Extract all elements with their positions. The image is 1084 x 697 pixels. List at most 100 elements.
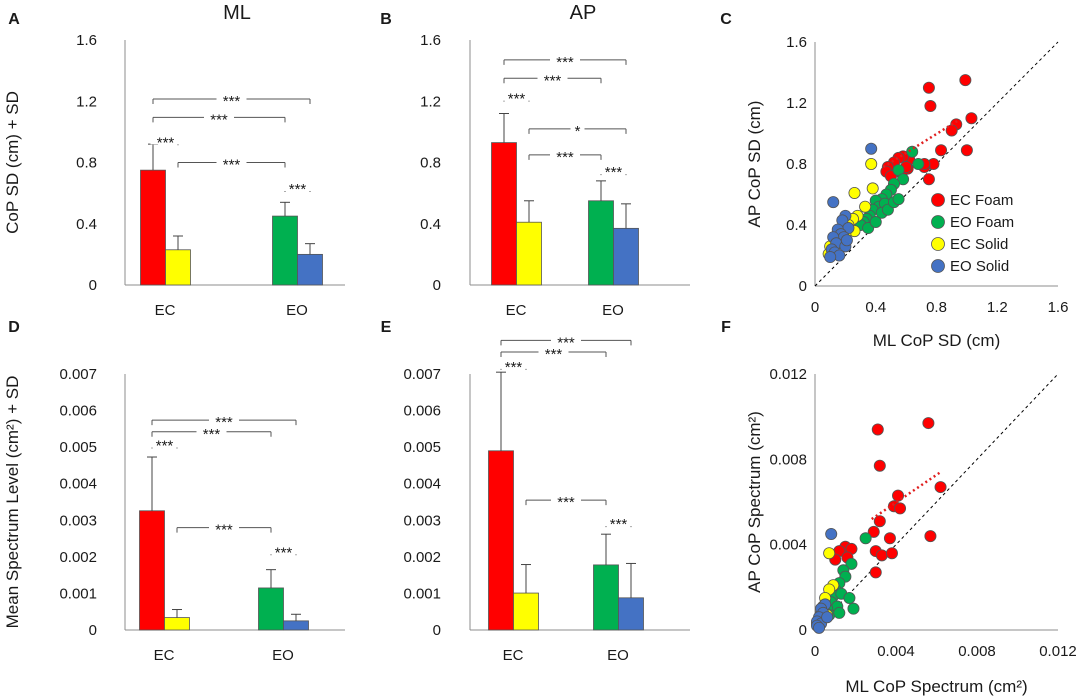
significance-stars: ***	[556, 149, 574, 166]
legend-marker	[931, 237, 945, 251]
legend-label: EC Solid	[950, 236, 1008, 253]
significance-stars: ***	[223, 157, 241, 174]
star-gap	[570, 125, 585, 133]
significance-stars: ***	[557, 494, 575, 511]
y-tick-label: 0.003	[403, 512, 441, 529]
bar-ec-foam	[139, 510, 165, 631]
x-tick-label: 0.4	[865, 299, 886, 316]
significance-stars: ***	[203, 426, 221, 443]
point-eo-solid	[824, 251, 837, 264]
bar-eo-solid	[297, 253, 323, 286]
bar-ec-solid	[165, 249, 191, 286]
star-gap	[598, 167, 629, 175]
star-gap	[551, 337, 581, 345]
bar-eo-solid	[283, 620, 309, 631]
y-tick-label: 0	[89, 622, 97, 639]
point-eo-solid	[865, 142, 878, 155]
y-tick-label: 1.2	[786, 95, 807, 112]
y-tick-label: 0.003	[59, 512, 97, 529]
legend-label: EC Foam	[950, 192, 1013, 209]
star-gap	[537, 75, 568, 83]
panel-label-c: C	[720, 11, 732, 28]
point-eo-solid	[840, 234, 853, 247]
y-tick-label: 0	[799, 622, 807, 639]
x-tick-label-eo: EO	[602, 302, 624, 319]
point-ec-foam	[922, 417, 935, 430]
point-ec-solid	[865, 157, 878, 170]
bar-ec-solid	[513, 592, 539, 631]
y-tick-label: 1.6	[76, 32, 97, 49]
significance-stars: ***	[223, 93, 241, 110]
legend-label: EO Foam	[950, 214, 1014, 231]
star-gap	[149, 440, 180, 448]
y-tick-label: 0.004	[59, 476, 97, 493]
significance-stars: *	[575, 123, 581, 140]
star-gap	[603, 519, 634, 527]
significance-stars: ***	[156, 437, 174, 454]
legend-marker	[931, 259, 945, 273]
y-tick-label: 0.005	[59, 439, 97, 456]
bar-ec-foam	[488, 450, 514, 631]
bar-ec-solid	[516, 221, 542, 286]
y-tick-label: 0.002	[59, 549, 97, 566]
bar-ec-solid	[164, 617, 190, 631]
x-tick-label-ec: EC	[155, 302, 176, 319]
star-gap	[150, 137, 181, 145]
y-tick-label: 1.6	[420, 32, 441, 49]
y-tick-label: 1.2	[420, 93, 441, 110]
x-tick-label: 1.6	[1048, 299, 1069, 316]
y-tick-label: 0.8	[786, 156, 807, 173]
point-ec-solid	[823, 547, 836, 560]
x-tick-label: 1.2	[987, 299, 1008, 316]
x-tick-label-eo: EO	[607, 647, 629, 664]
x-tick-label: 0	[811, 299, 819, 316]
panel-label-f: F	[721, 319, 731, 336]
point-ec-foam	[875, 549, 888, 562]
significance-stars: ***	[557, 334, 575, 351]
bar-eo-foam	[593, 564, 619, 631]
fit-line	[870, 471, 942, 521]
x-tick-label: 0.012	[1039, 643, 1077, 660]
star-gap	[538, 349, 569, 357]
significance-stars: ***	[289, 181, 307, 198]
y-tick-label: 0.008	[769, 451, 807, 468]
star-gap	[550, 151, 580, 159]
point-ec-foam	[873, 459, 886, 472]
y-tick-label: 0.006	[403, 403, 441, 420]
significance-stars: ***	[210, 111, 228, 128]
bar-eo-foam	[588, 200, 614, 286]
panel-label-e: E	[381, 319, 392, 336]
y-tick-label: 0.8	[420, 155, 441, 172]
significance-stars: ***	[605, 164, 623, 181]
point-eo-foam	[859, 532, 872, 545]
y-tick-label: 0.4	[420, 216, 441, 233]
star-gap	[282, 184, 313, 191]
y-axis-label: AP CoP Spectrum (cm²)	[745, 411, 764, 593]
y-tick-label: 0	[89, 277, 97, 294]
point-ec-foam	[965, 112, 978, 125]
point-eo-foam	[912, 157, 925, 170]
significance-stars: ***	[275, 544, 293, 561]
point-eo-foam	[845, 557, 858, 570]
point-ec-foam	[883, 532, 896, 545]
point-ec-foam	[871, 423, 884, 436]
point-ec-foam	[867, 525, 880, 538]
point-eo-foam	[843, 592, 856, 605]
significance-stars: ***	[508, 91, 526, 108]
point-eo-foam	[906, 145, 919, 158]
point-ec-foam	[922, 173, 935, 186]
y-axis-label: AP CoP SD (cm)	[745, 101, 764, 228]
point-ec-solid	[859, 200, 872, 213]
y-axis-label: Mean Spectrum Level (cm²) + SD	[3, 376, 22, 629]
point-ec-foam	[873, 515, 886, 528]
x-tick-label: 0	[811, 643, 819, 660]
y-tick-label: 0.4	[76, 216, 97, 233]
point-ec-foam	[922, 81, 935, 94]
y-tick-label: 0.002	[403, 549, 441, 566]
star-gap	[501, 93, 532, 101]
point-ec-foam	[885, 547, 898, 560]
star-gap	[196, 428, 227, 436]
point-ec-solid	[866, 182, 879, 195]
y-tick-label: 1.2	[76, 93, 97, 110]
point-eo-solid	[821, 611, 834, 624]
